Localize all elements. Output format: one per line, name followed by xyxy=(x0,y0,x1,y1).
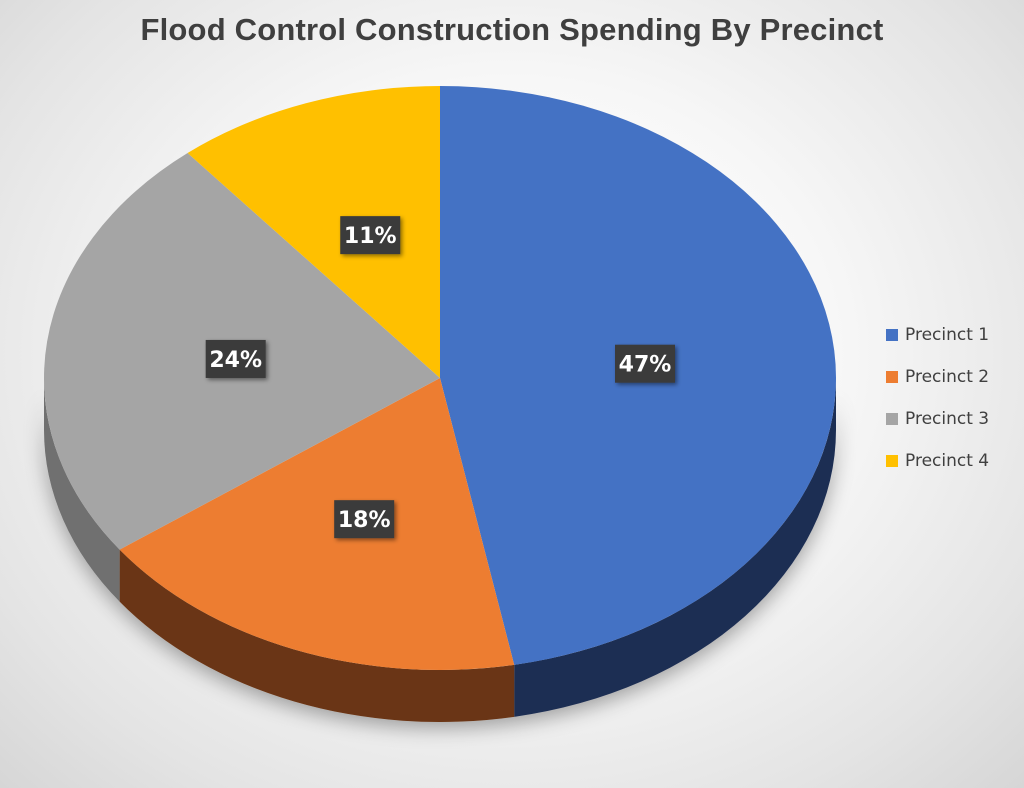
data-label-text-precinct-2: 18% xyxy=(338,508,391,533)
data-label-text-precinct-3: 24% xyxy=(209,348,262,373)
legend-swatch-precinct-3 xyxy=(886,413,898,425)
legend-item-precinct-1[interactable]: Precinct 1 xyxy=(886,314,989,356)
legend-item-precinct-4[interactable]: Precinct 4 xyxy=(886,440,989,482)
legend-swatch-precinct-1 xyxy=(886,329,898,341)
chart-title: Flood Control Construction Spending By P… xyxy=(140,12,884,47)
legend-label-precinct-1: Precinct 1 xyxy=(905,325,990,345)
data-label-precinct-1: 47% xyxy=(615,344,676,383)
data-label-precinct-2: 18% xyxy=(334,500,395,539)
pie-side-precinct-2 xyxy=(119,549,515,722)
data-label-box-precinct-3 xyxy=(205,339,266,378)
data-label-box-precinct-4 xyxy=(340,216,401,255)
data-label-text-precinct-4: 11% xyxy=(344,224,397,249)
data-label-box-precinct-2 xyxy=(334,500,395,539)
legend-swatch-precinct-2 xyxy=(886,371,898,383)
pie-side-precinct-3 xyxy=(44,378,120,602)
legend-label-precinct-2: Precinct 2 xyxy=(905,367,990,387)
pie-side-precinct-1 xyxy=(514,378,836,717)
legend-item-precinct-2[interactable]: Precinct 2 xyxy=(886,356,989,398)
legend-label-precinct-3: Precinct 3 xyxy=(905,409,990,429)
chart-legend: Precinct 1 Precinct 2 Precinct 3 Precinc… xyxy=(886,314,989,482)
data-label-box-precinct-1 xyxy=(615,344,676,383)
legend-swatch-precinct-4 xyxy=(886,455,898,467)
data-label-precinct-3: 24% xyxy=(205,339,266,378)
data-label-text-precinct-1: 47% xyxy=(619,353,672,378)
legend-label-precinct-4: Precinct 4 xyxy=(905,451,990,471)
pie-slice-precinct-4[interactable] xyxy=(187,86,440,378)
data-label-precinct-4: 11% xyxy=(340,216,401,255)
pie-slice-precinct-2[interactable] xyxy=(119,378,515,670)
legend-item-precinct-3[interactable]: Precinct 3 xyxy=(886,398,989,440)
